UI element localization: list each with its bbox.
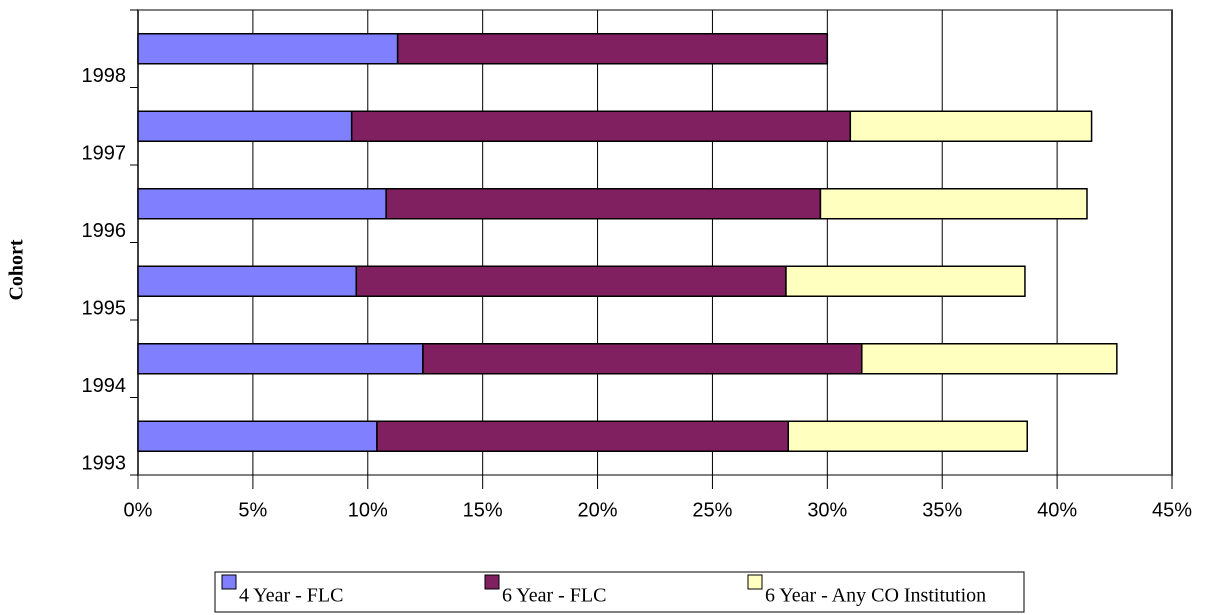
x-tick-label: 20% bbox=[578, 499, 618, 521]
legend-swatch bbox=[221, 574, 237, 590]
x-tick-label: 45% bbox=[1152, 499, 1192, 521]
x-tick-label: 30% bbox=[807, 499, 847, 521]
bar-segment bbox=[376, 420, 790, 452]
y-tick-label: 1997 bbox=[82, 143, 127, 165]
y-axis-label: Cohort bbox=[6, 239, 28, 300]
x-tick-label: 15% bbox=[463, 499, 503, 521]
bar-segment bbox=[137, 110, 353, 142]
x-tick-label: 35% bbox=[922, 499, 962, 521]
legend-label: 6 Year - Any CO Institution bbox=[765, 585, 986, 607]
y-tick-label: 1996 bbox=[82, 220, 127, 242]
bar-segment bbox=[787, 420, 1028, 452]
bar-segment bbox=[350, 110, 852, 142]
bar-segment bbox=[355, 265, 787, 297]
y-tick-label: 1995 bbox=[82, 298, 127, 320]
bar-segment bbox=[137, 33, 399, 65]
legend-label: 4 Year - FLC bbox=[239, 585, 343, 607]
legend-swatch bbox=[747, 574, 763, 590]
bar-segment bbox=[385, 188, 822, 220]
legend-box bbox=[214, 571, 1025, 613]
y-tick-label: 1993 bbox=[82, 453, 127, 475]
y-tick-label: 1998 bbox=[82, 65, 127, 87]
bar-segment bbox=[422, 343, 863, 375]
y-tick-label: 1994 bbox=[82, 375, 127, 397]
bar-segment bbox=[137, 420, 378, 452]
bar-segment bbox=[396, 33, 829, 65]
x-tick-label: 5% bbox=[238, 499, 267, 521]
x-tick-label: 10% bbox=[348, 499, 388, 521]
bar-segment bbox=[137, 343, 424, 375]
legend-label: 6 Year - FLC bbox=[502, 585, 606, 607]
bar-segment bbox=[849, 110, 1093, 142]
legend-swatch bbox=[484, 574, 500, 590]
x-tick-label: 0% bbox=[124, 499, 153, 521]
bar-segment bbox=[137, 265, 358, 297]
bar-segment bbox=[785, 265, 1026, 297]
x-tick-label: 40% bbox=[1037, 499, 1077, 521]
bar-segment bbox=[137, 188, 387, 220]
x-tick-label: 25% bbox=[692, 499, 732, 521]
plot-area bbox=[137, 9, 1173, 476]
bar-segment bbox=[819, 188, 1088, 220]
bar-segment bbox=[861, 343, 1118, 375]
